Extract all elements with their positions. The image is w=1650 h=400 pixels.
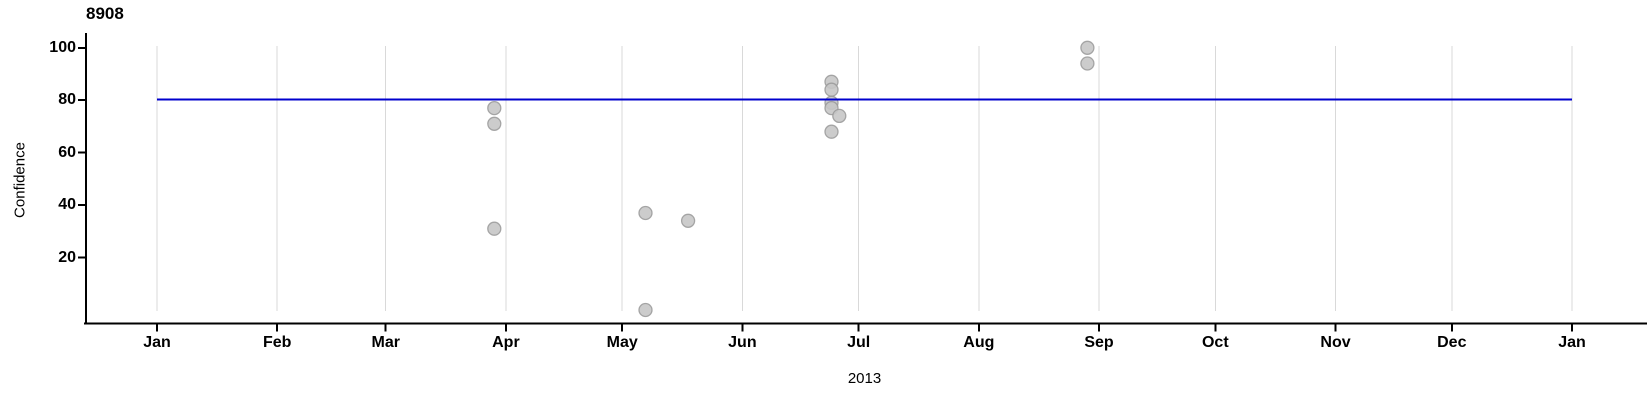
data-point	[1080, 40, 1095, 55]
x-axis-year-label: 2013	[847, 370, 882, 387]
x-tick-label: Oct	[1201, 334, 1229, 351]
data-point	[824, 82, 839, 97]
data-point	[487, 221, 502, 236]
x-tick-label: Aug	[963, 334, 995, 351]
x-tick-label: Sep	[1084, 334, 1114, 351]
data-point	[680, 213, 696, 228]
x-tick-label: Jul	[847, 334, 871, 351]
y-tick-label: 20	[58, 248, 76, 266]
data-point	[1080, 56, 1095, 71]
x-tick-label: Jun	[728, 334, 757, 351]
x-tick-label: Mar	[371, 334, 400, 351]
y-tick-label: 80	[58, 91, 76, 109]
y-tick-label: 100	[49, 38, 76, 56]
x-tick-label: May	[606, 334, 638, 351]
data-point	[487, 116, 502, 131]
x-tick-label: Nov	[1320, 334, 1351, 351]
x-tick-label: Jan	[143, 334, 171, 351]
y-tick-label: 60	[58, 143, 76, 161]
chart-title: 8908	[86, 4, 124, 23]
data-point	[487, 100, 502, 116]
x-tick-label: Feb	[262, 334, 292, 351]
x-tick-label: Jan	[1558, 334, 1586, 351]
data-point	[638, 302, 653, 318]
x-tick-label: Dec	[1437, 334, 1467, 351]
data-point	[824, 124, 839, 139]
data-point	[638, 205, 653, 221]
data-point	[832, 108, 847, 124]
y-tick-label: 40	[58, 196, 76, 214]
x-tick-label: Apr	[492, 334, 520, 351]
